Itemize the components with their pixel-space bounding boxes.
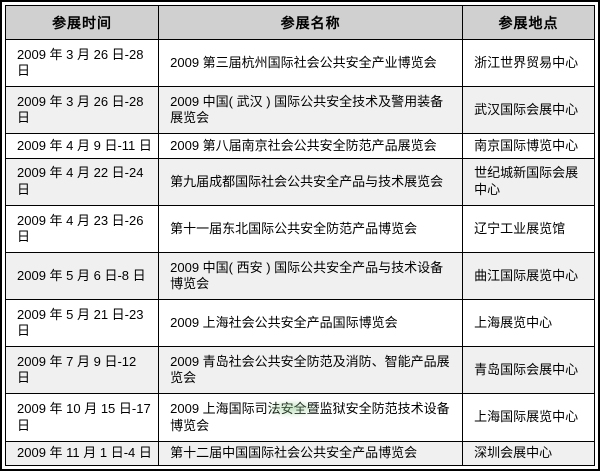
exhibition-table: 参展时间 参展名称 参展地点 2009 年 3 月 26 日-28 日 2009… (4, 5, 595, 467)
cell-name: 2009 第三届杭州国际社会公共安全产业博览会 (158, 38, 464, 88)
cell-location: 南京国际博览中心 (462, 133, 595, 159)
table-row: 2009 年 11 月 1 日-4 日 第十二届中国国际社会公共安全产品博览会 … (4, 440, 595, 467)
cell-name: 2009 上海国际司法安全暨监狱安全防范技术设备博览会 (158, 393, 464, 442)
header-cell-name: 参展名称 (158, 5, 464, 40)
cell-name: 2009 中国( 武汉 ) 国际公共安全技术及警用装备展览会 (158, 86, 464, 135)
cell-name: 第九届成都国际社会公共安全产品与技术展览会 (158, 157, 464, 206)
table-row: 2009 年 5 月 6 日-8 日 2009 中国( 西安 ) 国际公共安全产… (4, 251, 595, 301)
table-row: 2009 年 4 月 22 日-24 日 第九届成都国际社会公共安全产品与技术展… (4, 157, 595, 206)
header-cell-time: 参展时间 (4, 5, 160, 40)
cell-time: 2009 年 4 月 9 日-11 日 (4, 133, 160, 159)
cell-time: 2009 年 3 月 26 日-28 日 (4, 38, 160, 88)
cell-time: 2009 年 10 月 15 日-17 日 (4, 393, 160, 442)
cell-location: 浙江世界贸易中心 (462, 38, 595, 88)
cell-time: 2009 年 5 月 6 日-8 日 (4, 251, 160, 301)
cell-time: 2009 年 4 月 23 日-26 日 (4, 204, 160, 253)
cell-name: 第十二届中国国际社会公共安全产品博览会 (158, 440, 464, 467)
cell-location: 青岛国际会展中心 (462, 346, 595, 395)
cell-location: 武汉国际会展中心 (462, 86, 595, 135)
cell-time: 2009 年 7 月 9 日-12 日 (4, 346, 160, 395)
cell-time: 2009 年 5 月 21 日-23 日 (4, 299, 160, 348)
table-body: 2009 年 3 月 26 日-28 日 2009 第三届杭州国际社会公共安全产… (4, 38, 595, 467)
cell-name: 2009 上海社会公共安全产品国际博览会 (158, 299, 464, 348)
cell-location: 辽宁工业展览馆 (462, 204, 595, 253)
cell-location: 上海国际展览中心 (462, 393, 595, 442)
table-row: 2009 年 3 月 26 日-28 日 2009 中国( 武汉 ) 国际公共安… (4, 86, 595, 135)
cell-name: 第十一届东北国际公共安全防范产品博览会 (158, 204, 464, 253)
table-row: 2009 年 4 月 23 日-26 日 第十一届东北国际公共安全防范产品博览会… (4, 204, 595, 253)
table-header: 参展时间 参展名称 参展地点 (4, 5, 595, 40)
cell-name: 2009 青岛社会公共安全防范及消防、智能产品展览会 (158, 346, 464, 395)
table-row: 2009 年 5 月 21 日-23 日 2009 上海社会公共安全产品国际博览… (4, 299, 595, 348)
header-cell-location: 参展地点 (462, 5, 595, 40)
cell-time: 2009 年 3 月 26 日-28 日 (4, 86, 160, 135)
cell-location: 深圳会展中心 (462, 440, 595, 467)
header-row: 参展时间 参展名称 参展地点 (4, 5, 595, 40)
cell-name: 2009 中国( 西安 ) 国际公共安全产品与技术设备博览会 (158, 251, 464, 301)
table-row: 2009 年 4 月 9 日-11 日 2009 第八届南京社会公共安全防范产品… (4, 133, 595, 159)
table-row: 2009 年 10 月 15 日-17 日 2009 上海国际司法安全暨监狱安全… (4, 393, 595, 442)
table-row: 2009 年 3 月 26 日-28 日 2009 第三届杭州国际社会公共安全产… (4, 38, 595, 88)
cell-location: 世纪城新国际会展中心 (462, 157, 595, 206)
cell-time: 2009 年 4 月 22 日-24 日 (4, 157, 160, 206)
table-row: 2009 年 7 月 9 日-12 日 2009 青岛社会公共安全防范及消防、智… (4, 346, 595, 395)
cell-name: 2009 第八届南京社会公共安全防范产品展览会 (158, 133, 464, 159)
cell-time: 2009 年 11 月 1 日-4 日 (4, 440, 160, 467)
cell-location: 上海展览中心 (462, 299, 595, 348)
cell-location: 曲江国际展览中心 (462, 251, 595, 301)
